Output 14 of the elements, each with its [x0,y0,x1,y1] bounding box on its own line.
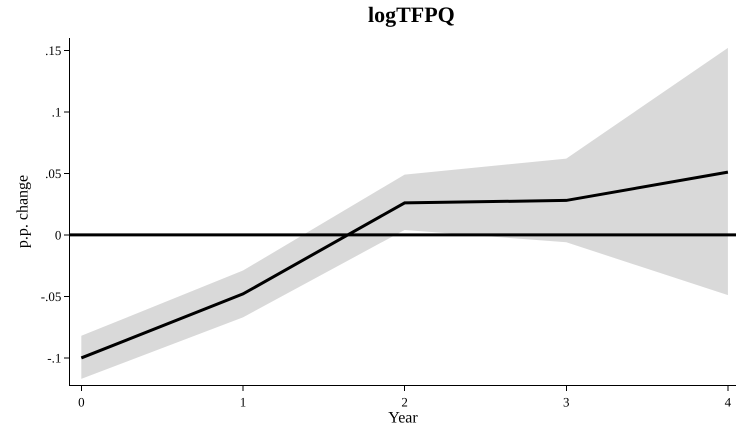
y-tick-label: 0 [54,227,62,242]
y-tick-label: .05 [45,166,62,181]
y-tick-label: .15 [45,42,62,58]
x-tick-label: 4 [724,394,732,410]
x-tick-label: 1 [240,394,246,410]
y-axis-title: p.p. change [14,174,32,248]
x-tick-label: 0 [78,394,85,410]
chart-title: logTFPQ [368,2,455,27]
x-tick-label: 3 [563,394,570,410]
y-tick-label: -.1 [47,350,62,366]
x-axis-title: Year [388,410,418,427]
y-tick-label: .1 [52,104,62,120]
x-tick-label: 2 [401,394,408,410]
y-tick-label: -.05 [40,288,62,304]
